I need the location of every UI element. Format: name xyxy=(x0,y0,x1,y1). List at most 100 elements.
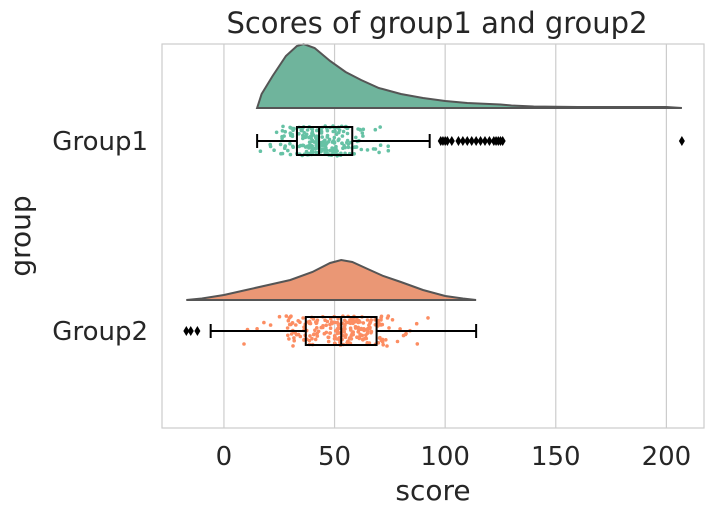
data-point xyxy=(328,331,333,335)
data-point xyxy=(415,342,420,346)
x-axis-ticks: 0 50 100 150 200 xyxy=(216,442,692,472)
data-point xyxy=(345,138,350,143)
data-point xyxy=(403,332,408,337)
data-point xyxy=(304,134,308,138)
data-point xyxy=(386,148,391,153)
data-point xyxy=(414,321,419,326)
data-point xyxy=(242,342,246,346)
density-area xyxy=(255,42,682,109)
outlier-marker xyxy=(444,136,451,146)
x-tick-label: 50 xyxy=(318,442,351,472)
outlier-marker xyxy=(187,326,194,336)
outlier-marker xyxy=(455,136,462,146)
data-point xyxy=(280,151,285,156)
data-point xyxy=(310,144,315,148)
data-point xyxy=(292,338,297,343)
data-point xyxy=(379,314,384,319)
data-point xyxy=(310,148,314,153)
data-point xyxy=(330,146,334,150)
data-point xyxy=(371,147,376,151)
data-point xyxy=(301,133,305,138)
data-point xyxy=(395,339,400,344)
data-point xyxy=(289,332,294,336)
data-point xyxy=(336,138,341,143)
data-point xyxy=(361,321,366,325)
data-point xyxy=(322,331,327,336)
data-point xyxy=(298,320,302,325)
data-point xyxy=(309,139,314,144)
outlier-marker xyxy=(486,136,493,146)
data-point xyxy=(288,125,292,130)
data-point xyxy=(378,322,382,326)
data-point xyxy=(377,150,381,155)
data-point xyxy=(328,326,333,331)
data-point xyxy=(354,135,358,140)
y-category-label: Group1 xyxy=(52,127,148,157)
data-point xyxy=(304,149,309,154)
data-point xyxy=(361,127,366,132)
data-point xyxy=(314,143,319,148)
data-point xyxy=(325,135,330,139)
x-axis-label: score xyxy=(395,474,470,507)
data-point xyxy=(426,316,430,320)
data-point xyxy=(307,319,312,324)
outlier-marker xyxy=(464,136,471,146)
outlier-marker xyxy=(468,136,475,146)
data-point xyxy=(362,327,366,331)
data-point xyxy=(287,316,292,320)
data-point xyxy=(362,336,367,341)
outlier-marker xyxy=(477,136,484,146)
data-point xyxy=(301,316,305,320)
data-point xyxy=(336,326,341,330)
data-point xyxy=(290,321,295,325)
data-point xyxy=(255,327,259,331)
data-point xyxy=(353,324,358,329)
data-point xyxy=(302,130,307,135)
data-point xyxy=(301,136,305,141)
data-point xyxy=(386,144,391,148)
data-point xyxy=(333,129,337,134)
data-point xyxy=(294,332,299,337)
data-point xyxy=(369,329,374,334)
density-area xyxy=(186,258,477,301)
data-point xyxy=(366,329,370,333)
data-point xyxy=(283,144,288,148)
data-point xyxy=(290,132,295,137)
data-point xyxy=(325,128,330,133)
y-axis-categories: Group1 Group2 xyxy=(52,127,148,347)
data-point xyxy=(320,135,325,139)
data-point xyxy=(345,131,350,136)
data-point xyxy=(307,338,312,343)
outlier-marker xyxy=(448,136,455,146)
data-point xyxy=(361,134,365,138)
data-point xyxy=(387,326,391,330)
data-point xyxy=(356,127,360,131)
data-point xyxy=(321,324,325,328)
data-point xyxy=(326,335,331,340)
data-point xyxy=(365,318,370,322)
data-point xyxy=(291,344,295,348)
data-point xyxy=(282,134,286,138)
data-point xyxy=(294,323,298,327)
data-point xyxy=(343,145,348,150)
x-tick-label: 200 xyxy=(642,442,692,472)
data-point xyxy=(324,323,329,328)
data-point xyxy=(349,328,353,332)
data-point xyxy=(359,326,364,331)
y-category-label: Group2 xyxy=(52,317,148,347)
data-point xyxy=(308,334,312,338)
data-point xyxy=(291,145,296,149)
outlier-marker xyxy=(459,136,466,146)
data-point xyxy=(281,124,285,129)
data-point xyxy=(277,314,282,319)
data-point xyxy=(292,126,296,131)
data-point xyxy=(274,130,279,135)
data-point xyxy=(287,337,291,341)
data-point xyxy=(385,344,389,348)
data-point xyxy=(315,137,319,141)
data-point xyxy=(384,338,388,342)
data-point xyxy=(284,314,289,318)
plot-area xyxy=(183,42,685,348)
data-point xyxy=(313,328,317,333)
data-point xyxy=(346,145,351,150)
